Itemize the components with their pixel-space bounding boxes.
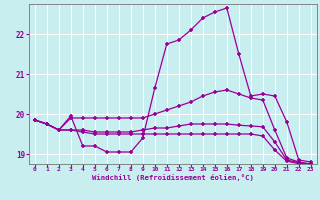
X-axis label: Windchill (Refroidissement éolien,°C): Windchill (Refroidissement éolien,°C) bbox=[92, 174, 254, 181]
